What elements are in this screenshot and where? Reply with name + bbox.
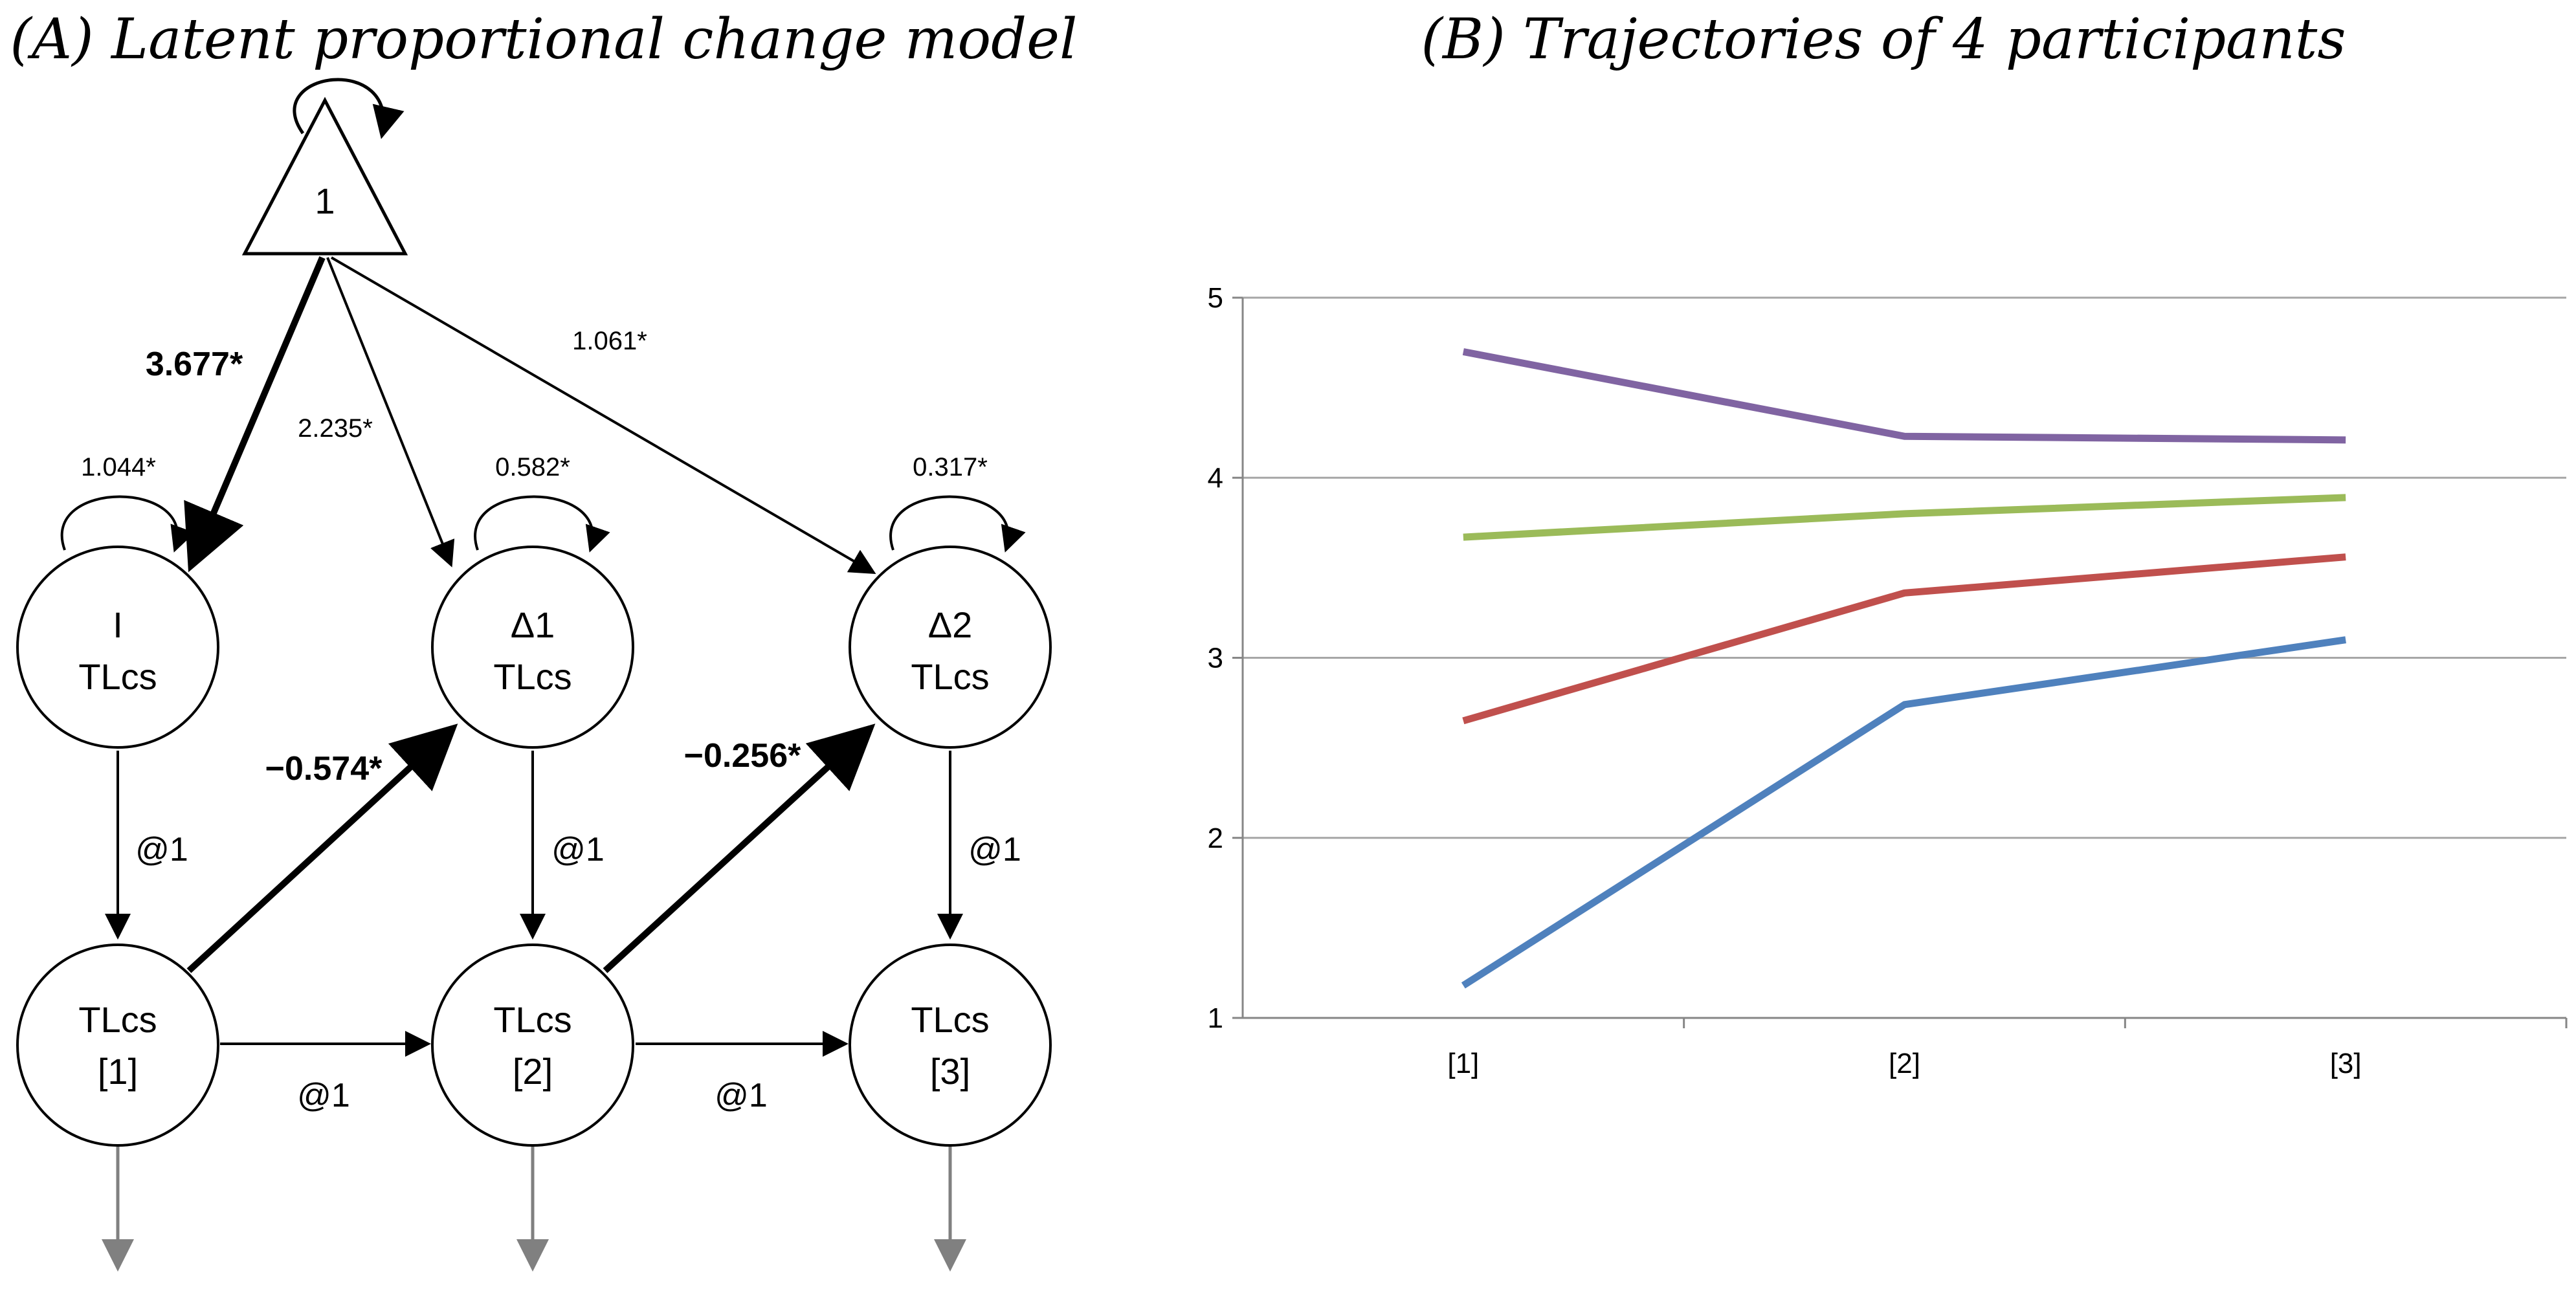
panel-a: (A) Latent proportional change model 1 3… [10,7,1078,1272]
constant-node: 1 [241,78,408,256]
series-line-3 [1462,553,2346,725]
label-const-to-delta1: 2.235* [298,414,373,443]
x-tick-label: [1] [1447,1048,1479,1079]
y-tick-label: 2 [1208,822,1223,854]
label-const-to-intercept: 3.677* [146,346,243,383]
node-obs1-line1: TLcs [78,999,157,1040]
panel-b-title: (B) Trajectories of 4 participants [1421,7,2346,72]
node-delta1: Δ1 TLcs [431,546,634,749]
node-delta1-line1: Δ1 [511,604,555,645]
node-delta2-line1: Δ2 [928,604,973,645]
variance-loop-delta1 [474,495,610,553]
panel-b: (B) Trajectories of 4 participants 1 2 3 4 5… [1208,7,2568,1079]
path-prop-change-2 [603,723,876,973]
label-fixed-obs1-obs2: @1 [297,1077,350,1114]
panel-a-title: (A) Latent proportional change model [10,7,1077,72]
constant-self-loop [293,78,405,139]
node-intercept: I TLcs [16,546,219,749]
label-fixed-delta1-obs2: @1 [551,831,605,868]
node-delta2-line2: TLcs [911,656,989,697]
x-tick-label: [3] [2330,1048,2362,1079]
path-const-to-intercept [184,256,326,573]
y-tick-label: 3 [1208,643,1223,674]
y-tick-label: 1 [1208,1002,1223,1034]
label-var-delta1: 0.582* [495,453,570,481]
node-obs1: TLcs [1] [16,943,219,1147]
node-obs1-line2: [1] [98,1051,138,1092]
node-obs3: TLcs [3] [849,943,1052,1147]
y-tick-label: 4 [1208,462,1223,494]
node-delta1-line2: TLcs [493,656,572,697]
node-obs3-line1: TLcs [911,999,989,1040]
label-prop-change-2: −0.256* [684,737,801,775]
constant-label: 1 [315,181,335,221]
node-obs2-line1: TLcs [493,999,572,1040]
y-tick-label: 5 [1208,282,1223,314]
constant-triangle [241,96,408,256]
node-delta2: Δ2 TLcs [849,546,1052,749]
label-fixed-obs2-obs3: @1 [715,1077,768,1114]
series-line-2 [1463,494,2346,541]
path-prop-change-1 [186,723,458,973]
trajectory-chart: 1 2 3 4 5 [1] [2] [3] [1208,282,2568,1079]
label-const-to-delta2: 1.061* [572,327,647,355]
label-prop-change-1: −0.574* [265,750,383,788]
series-line-4 [1461,636,2346,989]
label-fixed-intercept-obs1: @1 [135,831,188,868]
path-const-to-delta1 [326,257,455,568]
x-tick-label: [2] [1889,1048,1920,1079]
variance-loop-delta2 [889,495,1026,553]
node-intercept-line2: TLcs [78,656,157,697]
series-line-1 [1462,348,2346,444]
variance-loop-intercept [60,495,195,553]
label-var-delta2: 0.317* [913,453,988,481]
node-intercept-line1: I [113,604,123,645]
node-obs3-line2: [3] [930,1051,970,1092]
label-fixed-delta2-obs3: @1 [968,831,1021,868]
node-obs2-line2: [2] [513,1051,553,1092]
path-const-to-delta2 [330,256,876,575]
node-obs2: TLcs [2] [431,943,634,1147]
label-var-intercept: 1.044* [81,453,156,481]
